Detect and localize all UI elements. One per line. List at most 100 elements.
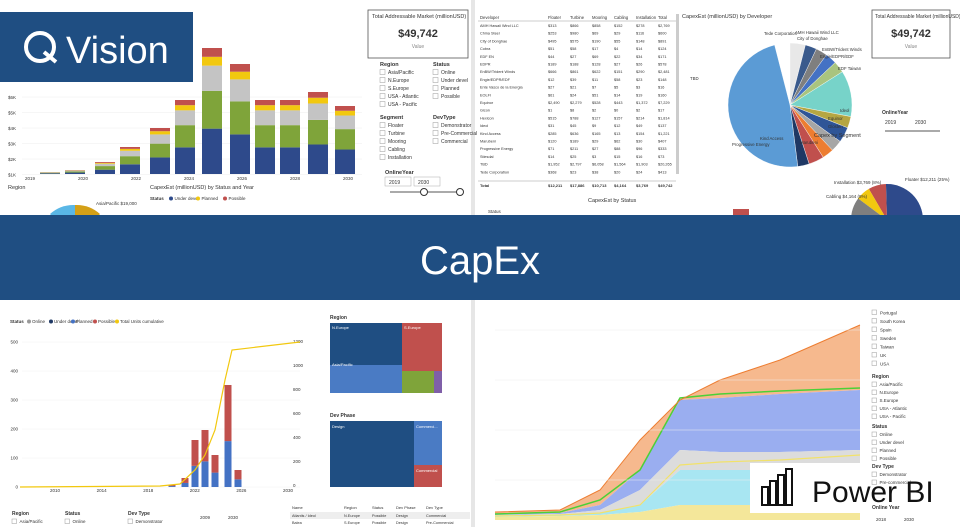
year-from: 2018 (876, 517, 887, 522)
table-row (290, 512, 470, 519)
checkbox (379, 101, 386, 107)
slicer-item: Turbine (388, 131, 405, 137)
table-cell: Pre-Commercial (426, 521, 454, 525)
checkbox (432, 77, 439, 83)
legend-label: Planned (202, 196, 219, 201)
x-tick-label: 2026 (237, 176, 248, 181)
y-tick-label: $6K (8, 95, 16, 100)
table-cell: $2,797 (570, 163, 582, 167)
checkbox (432, 93, 439, 99)
bar-segment (255, 147, 275, 174)
line (19, 341, 301, 488)
table-cell: $17 (658, 109, 664, 113)
y2-tick-label: 200 (293, 459, 301, 464)
treemap-cell (330, 421, 414, 487)
table-cell: Tede Corporation (480, 170, 509, 174)
table-total: $4,164 (614, 183, 627, 188)
slicer-item: USA - Atlantic (388, 94, 419, 100)
checkbox (379, 93, 386, 99)
table-cell: $23 (636, 78, 642, 82)
table-cell: EOLFI (480, 93, 491, 97)
legend-swatch (71, 319, 75, 324)
slicer-item: Demonstrator (880, 472, 908, 477)
x-tick-label: 2014 (97, 488, 108, 493)
y2-tick-label: 400 (293, 435, 301, 440)
table-total: $3,769 (636, 183, 649, 188)
table-cell: $14 (636, 47, 642, 51)
checkbox (871, 309, 877, 315)
table-cell: $2,769 (658, 24, 670, 28)
bar-segment (224, 441, 232, 487)
table-cell: $980 (570, 32, 578, 36)
slicer-item: Commercial (441, 139, 468, 145)
slicer-title: Status (65, 511, 81, 517)
table-cell: $6,058 (592, 163, 604, 167)
slicer-title: Segment (380, 115, 403, 121)
checkbox (379, 122, 386, 128)
checkbox (432, 138, 439, 144)
bar-segment (40, 172, 60, 174)
chart-title: Capex by Segment (814, 133, 861, 139)
bar-segment (230, 64, 250, 72)
treemap-label: Asia/Pacific (332, 362, 353, 367)
bar-segment (224, 385, 232, 442)
bar-segment (120, 148, 140, 151)
table-cell: $152 (614, 24, 622, 28)
treemap-cell (414, 465, 442, 487)
slider-handle (456, 188, 464, 196)
table-cell: $3 (592, 155, 596, 159)
slicer-item: Portugal (880, 311, 897, 316)
table-cell: Ideol (480, 124, 488, 128)
table-cell: TBD (480, 163, 488, 167)
checkbox (432, 85, 439, 91)
slicer-item: Cabling (388, 147, 405, 153)
y-tick-label: 500 (10, 340, 18, 345)
bar-segment (175, 105, 195, 111)
donut-label: Cabling $4,164 (8%) (826, 194, 868, 199)
slicer-item: N.Europe (388, 78, 409, 84)
treemap-cell (330, 323, 402, 365)
table-cell: $128 (592, 63, 600, 67)
bar-segment (335, 149, 355, 174)
table-cell: $636 (570, 132, 578, 136)
card-caption: Value (412, 44, 425, 50)
table-cell: $171 (658, 55, 666, 59)
treemap-cell (414, 421, 442, 465)
table-cell: EDF EN (480, 55, 494, 59)
table-header: Dev Type (426, 505, 444, 510)
table-cell: Commercial (426, 514, 446, 518)
table-cell: $5 (614, 86, 618, 90)
treemap-label: S.Europe (404, 325, 421, 330)
bar-segment (255, 100, 275, 106)
table-cell: $55 (614, 39, 620, 43)
checkbox (64, 518, 70, 524)
table-cell: $127 (592, 116, 600, 120)
table-cell: $11 (592, 78, 598, 82)
legend-swatch (169, 196, 173, 201)
slicer-title: Status (872, 424, 888, 430)
y2-tick-label: 600 (293, 411, 301, 416)
bar-segment (230, 71, 250, 80)
table-cell: $27 (614, 63, 620, 67)
bar-segment (280, 105, 300, 111)
slicer-item: UK (880, 353, 886, 358)
table-cell: $16 (658, 86, 664, 90)
table-cell: $116 (636, 32, 644, 36)
slicer-item: Online (441, 70, 456, 76)
year-from: 2019 (389, 180, 400, 186)
checkbox (871, 335, 877, 341)
table-cell: $24 (570, 93, 576, 97)
bar-segment (308, 92, 328, 98)
section-title: Dev Phase (330, 413, 356, 419)
slicer-title: OnlineYear (882, 110, 908, 116)
bar-segment (95, 162, 115, 163)
pie-label: Progressive Energy (732, 142, 770, 147)
legend-label: Possible (229, 196, 247, 201)
checkbox (379, 85, 386, 91)
bar-segment (280, 147, 300, 174)
table-cell: $622 (592, 70, 600, 74)
checkbox (379, 77, 386, 83)
bar-segment (40, 173, 60, 174)
bar-segment (65, 171, 85, 173)
x-tick-label: 2022 (190, 488, 201, 493)
